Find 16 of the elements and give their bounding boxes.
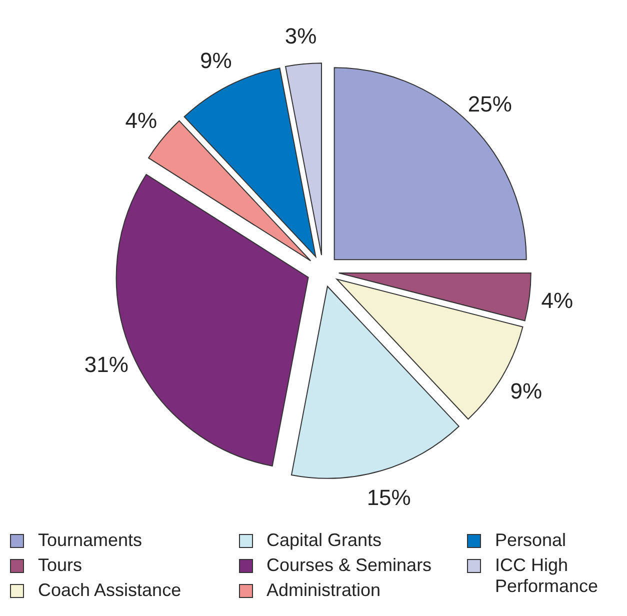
legend-label: Coach Assistance: [38, 580, 182, 601]
data-label: 9%: [510, 378, 542, 404]
data-label: 4%: [125, 108, 158, 134]
legend-label: Tours: [38, 555, 82, 576]
data-label: 15%: [366, 485, 411, 510]
data-label: 9%: [200, 48, 232, 74]
legend-label: ICC High Performance: [495, 555, 600, 597]
legend-label: Courses & Seminars: [266, 555, 432, 576]
data-label: 3%: [284, 24, 317, 49]
data-label: 31%: [84, 352, 128, 378]
legend-label: Capital Grants: [266, 530, 382, 551]
legend-label: Administration: [266, 580, 381, 601]
data-label: 4%: [541, 288, 574, 314]
legend-label: Personal: [495, 530, 566, 551]
data-label: 25%: [468, 92, 512, 117]
legend-label: Tournaments: [38, 530, 142, 551]
